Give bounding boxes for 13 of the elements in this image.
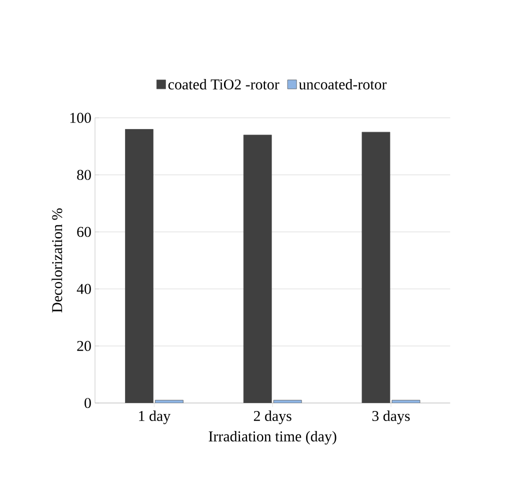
- x-tick-label: 3 days: [372, 410, 410, 424]
- y-tick-label: 0: [84, 398, 91, 408]
- legend-label: coated TiO2 -rotor: [168, 78, 280, 90]
- y-tick-label: 100: [70, 112, 91, 123]
- y-tick-label: 40: [76, 284, 91, 294]
- y-tick-label: 20: [77, 340, 91, 351]
- x-axis-title: Irradiation time (day): [208, 430, 336, 445]
- y-tick-label: 60: [77, 226, 91, 237]
- x-tick-label: 2 days: [254, 410, 292, 424]
- y-axis-title: Decolorization %: [52, 208, 62, 312]
- legend-label: uncoated-rotor: [298, 78, 387, 90]
- x-tick-label: 1 day: [139, 410, 171, 424]
- y-tick-label: 80: [77, 170, 91, 180]
